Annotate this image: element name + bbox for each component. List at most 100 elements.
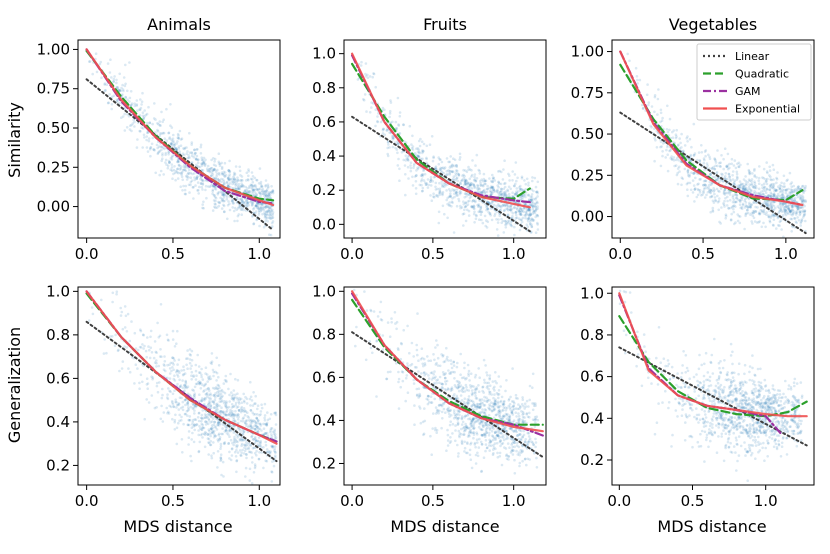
scatter-point	[529, 212, 532, 215]
scatter-point	[202, 390, 205, 393]
scatter-point	[208, 168, 211, 171]
scatter-point	[769, 183, 773, 186]
scatter-point	[728, 166, 731, 170]
scatter-point	[266, 205, 270, 209]
scatter-point	[521, 436, 524, 439]
scatter-point	[263, 414, 267, 417]
scatter-point	[665, 128, 669, 131]
scatter-point	[201, 203, 204, 206]
scatter-point	[490, 179, 493, 183]
scatter-point	[529, 213, 532, 217]
scatter-point	[495, 190, 499, 194]
scatter-point	[519, 212, 522, 216]
scatter-point	[193, 178, 196, 182]
scatter-point	[176, 403, 180, 407]
scatter-point	[488, 384, 492, 388]
scatter-point	[733, 183, 737, 186]
scatter-point	[110, 76, 113, 79]
scatter-point	[212, 394, 216, 397]
scatter-point	[705, 162, 709, 165]
scatter-point	[163, 364, 166, 367]
scatter-point	[775, 176, 778, 180]
scatter-point	[425, 182, 429, 185]
scatter-point	[701, 193, 704, 196]
scatter-point	[472, 417, 476, 420]
scatter-point	[801, 216, 805, 219]
scatter-point	[470, 187, 474, 190]
scatter-point	[227, 387, 230, 391]
scatter-point	[704, 183, 707, 187]
scatter-point	[796, 206, 799, 210]
scatter-point	[504, 193, 508, 196]
scatter-point	[188, 156, 191, 159]
scatter-point	[534, 208, 538, 212]
scatter-point	[105, 351, 108, 355]
scatter-point	[246, 178, 250, 181]
scatter-point	[743, 206, 747, 209]
scatter-point	[420, 173, 424, 177]
scatter-point	[257, 211, 261, 214]
scatter-point	[464, 205, 467, 209]
scatter-point	[153, 406, 157, 410]
scatter-point	[247, 425, 250, 429]
scatter-point	[184, 164, 188, 167]
scatter-point	[532, 189, 535, 193]
scatter-point	[636, 78, 639, 82]
scatter-point	[530, 223, 533, 226]
scatter-point	[181, 400, 185, 404]
scatter-point	[170, 142, 174, 146]
scatter-point	[788, 190, 792, 194]
scatter-point	[186, 409, 190, 412]
scatter-point	[749, 205, 752, 208]
scatter-point	[451, 197, 454, 200]
scatter-point	[265, 216, 269, 220]
scatter-point	[753, 167, 756, 171]
scatter-point	[253, 437, 257, 440]
scatter-point	[453, 384, 457, 387]
scatter-point	[473, 388, 477, 391]
scatter-point	[510, 411, 513, 415]
scatter-point	[121, 88, 125, 91]
scatter-point	[232, 443, 235, 447]
y-axis-label-similarity: Similarity	[5, 102, 24, 178]
scatter-point	[186, 173, 189, 176]
scatter-point	[194, 405, 197, 409]
scatter-point	[657, 88, 660, 91]
scatter-point	[158, 149, 162, 153]
scatter-point	[143, 344, 146, 348]
scatter-point	[172, 368, 175, 372]
scatter-point	[727, 172, 731, 176]
scatter-point	[224, 425, 227, 429]
scatter-point	[517, 445, 521, 449]
scatter-point	[199, 387, 203, 390]
scatter-point	[395, 327, 398, 331]
scatter-point	[780, 196, 784, 200]
scatter-point	[251, 201, 255, 205]
scatter-point	[234, 184, 237, 187]
scatter-point	[791, 208, 794, 212]
scatter-point	[517, 209, 520, 212]
scatter-point	[161, 393, 164, 397]
scatter-point	[216, 466, 219, 469]
scatter-point	[692, 184, 696, 187]
scatter-point	[456, 194, 459, 197]
scatter-point	[725, 165, 729, 169]
scatter-point	[100, 298, 103, 302]
scatter-point	[499, 187, 503, 191]
scatter-point	[685, 136, 688, 140]
scatter-point	[181, 408, 185, 412]
scatter-point	[214, 426, 217, 429]
scatter-point	[711, 175, 715, 179]
scatter-point	[659, 108, 663, 112]
scatter-point	[200, 428, 204, 432]
scatter-point	[216, 408, 219, 411]
scatter-point	[789, 210, 792, 213]
scatter-point	[216, 421, 220, 425]
scatter-point	[790, 198, 793, 202]
scatter-point	[511, 420, 515, 424]
scatter-point	[269, 191, 273, 194]
scatter-point	[760, 205, 763, 208]
scatter-point	[429, 176, 433, 179]
scatter-point	[455, 191, 458, 194]
scatter-point	[440, 426, 443, 430]
